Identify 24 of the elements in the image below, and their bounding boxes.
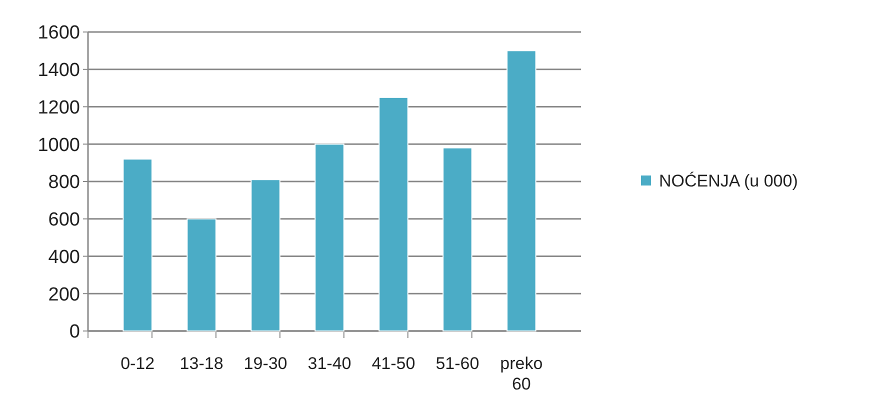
y-tick-label: 200 — [48, 284, 80, 306]
x-tick-label: 13-18 — [180, 354, 224, 373]
x-tick-label: preko 60 — [500, 354, 543, 394]
bar — [186, 218, 216, 332]
bar — [506, 50, 536, 332]
bar — [442, 147, 472, 332]
bar — [314, 144, 344, 332]
y-tick-label: 1600 — [38, 22, 80, 44]
x-tick-label: 19-30 — [244, 354, 288, 373]
y-tick-label: 0 — [69, 322, 80, 343]
x-tick-label: 0-12 — [120, 354, 155, 373]
y-tick-label: 1000 — [38, 134, 80, 156]
legend-label: NOĆENJA (u 000) — [659, 171, 798, 190]
y-tick-label: 800 — [48, 172, 80, 194]
y-tick-label: 1200 — [38, 97, 80, 118]
x-tick-label: 31-40 — [308, 354, 352, 373]
x-tick-label: 41-50 — [372, 354, 416, 373]
bar — [122, 158, 152, 332]
y-tick-label: 600 — [48, 210, 80, 231]
y-tick-label: 400 — [48, 246, 80, 268]
y-tick-label: 1400 — [38, 60, 80, 82]
bar — [250, 179, 280, 332]
x-tick-label: 51-60 — [436, 354, 480, 373]
bar — [378, 96, 408, 332]
